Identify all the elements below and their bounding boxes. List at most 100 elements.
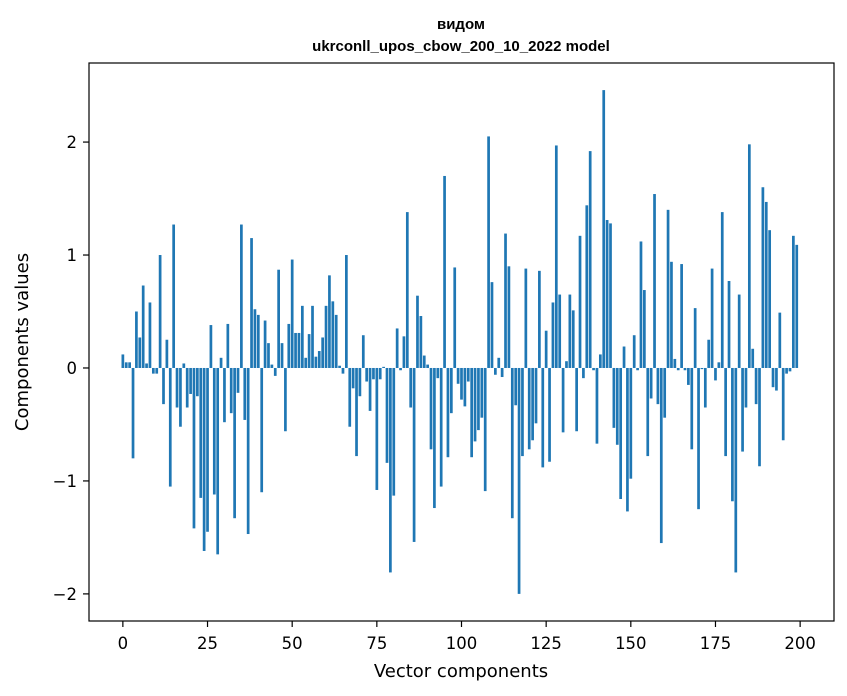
bar-49	[287, 323, 291, 368]
x-tick-label: 50	[282, 634, 303, 653]
bar-55	[307, 334, 311, 368]
bar-44	[270, 364, 274, 368]
bar-96	[446, 367, 450, 458]
bar-5	[138, 337, 142, 368]
bar-54	[304, 357, 308, 368]
bar-155	[646, 367, 650, 457]
bar-60	[324, 305, 328, 368]
bar-190	[764, 201, 768, 368]
bar-41	[260, 367, 264, 493]
bar-48	[284, 367, 287, 432]
bar-145	[612, 367, 616, 428]
bar-140	[595, 367, 599, 444]
bar-40	[256, 314, 260, 368]
y-tick-label: 2	[67, 133, 78, 152]
bar-66	[345, 255, 348, 368]
bar-187	[754, 367, 758, 405]
bar-38	[250, 238, 253, 368]
bar-35	[240, 224, 243, 368]
bar-138	[588, 151, 592, 368]
bar-29	[219, 357, 223, 368]
bar-47	[280, 343, 284, 368]
bar-103	[470, 367, 474, 458]
bar-133	[571, 310, 575, 368]
bar-104	[473, 367, 477, 442]
bar-164	[676, 367, 680, 371]
bar-42	[263, 320, 267, 368]
bar-105	[477, 367, 480, 431]
bar-98	[453, 267, 457, 368]
bar-23	[199, 367, 203, 498]
y-axis-ticks: −2 −1 0 1 2	[53, 133, 89, 604]
bar-146	[615, 367, 619, 445]
bar-181	[734, 367, 738, 573]
bar-108	[487, 136, 490, 368]
bar-149	[626, 367, 629, 512]
bar-158	[656, 367, 660, 405]
bar-11	[158, 255, 162, 368]
bar-150	[629, 367, 633, 479]
bar-71	[361, 335, 365, 368]
x-tick-label: 125	[530, 634, 562, 653]
bar-7	[145, 363, 148, 368]
bar-179	[727, 281, 731, 368]
bar-46	[277, 269, 280, 368]
bar-21	[192, 367, 196, 529]
bar-123	[538, 270, 541, 368]
bar-153	[639, 241, 643, 368]
bar-169	[693, 308, 697, 368]
x-tick-label: 75	[366, 634, 387, 653]
bar-76	[378, 367, 382, 380]
bar-121	[531, 367, 534, 441]
bar-9	[151, 367, 155, 374]
chart-title: видом	[437, 16, 485, 33]
y-tick-label: 0	[67, 359, 78, 378]
bar-85	[409, 367, 413, 408]
bar-129	[558, 294, 562, 368]
bar-173	[707, 339, 711, 368]
bar-144	[609, 223, 612, 368]
bar-70	[358, 367, 362, 397]
bar-195	[781, 367, 785, 441]
bar-132	[568, 294, 572, 368]
bar-0	[121, 354, 125, 368]
bar-63	[334, 314, 338, 368]
bar-176	[717, 362, 721, 368]
bar-61	[328, 275, 331, 368]
bar-125	[544, 330, 548, 368]
bar-198	[792, 235, 795, 368]
x-tick-label: 175	[700, 634, 732, 653]
bar-87	[416, 295, 419, 368]
bar-192	[771, 367, 775, 388]
bar-124	[541, 367, 545, 468]
chart-subtitle: ukrconll_upos_cbow_200_10_2022 model	[312, 38, 610, 55]
bar-180	[731, 367, 734, 502]
bar-68	[351, 367, 355, 389]
bar-128	[554, 145, 558, 368]
bar-2	[128, 362, 131, 368]
bar-116	[514, 367, 518, 406]
bar-174	[710, 268, 714, 368]
y-axis-label: Components values	[12, 253, 33, 431]
bar-74	[372, 367, 375, 380]
bar-31	[226, 323, 230, 368]
y-tick-label: −1	[53, 472, 77, 491]
bar-120	[527, 367, 531, 450]
bar-58	[317, 351, 321, 368]
bar-110	[494, 367, 497, 375]
bar-196	[785, 367, 788, 374]
bar-197	[788, 367, 792, 372]
bar-130	[561, 367, 565, 433]
bar-88	[419, 316, 423, 368]
bar-3	[131, 367, 135, 459]
bar-53	[300, 305, 304, 368]
bar-33	[233, 367, 236, 519]
bar-25	[206, 367, 209, 532]
bar-67	[348, 367, 352, 427]
bar-135	[578, 235, 582, 368]
bar-27	[212, 367, 216, 495]
x-tick-label: 100	[446, 634, 478, 653]
bar-28	[216, 367, 220, 555]
bar-22	[196, 367, 199, 397]
bar-186	[751, 348, 755, 368]
